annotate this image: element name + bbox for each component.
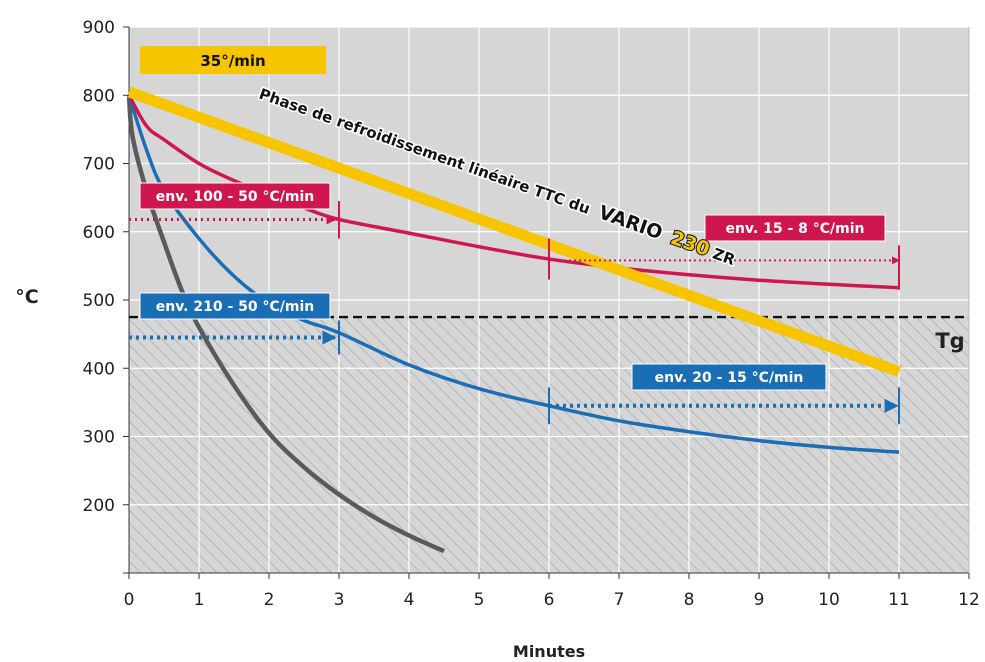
y-tick-label: 400 [83, 359, 115, 379]
x-tick-label: 3 [334, 590, 345, 610]
y-tick-label: 900 [83, 18, 115, 38]
label-red-slow: env. 15 - 8 °C/min [704, 214, 886, 242]
y-axis-title: °C [15, 286, 38, 308]
x-tick-label: 4 [404, 590, 415, 610]
series-blue-line [127, 94, 900, 454]
label-blue-slow: env. 20 - 15 °C/min [631, 363, 827, 391]
label-blue-fast: env. 210 - 50 °C/min [139, 292, 331, 320]
svg-text:env. 15 - 8 °C/min: env. 15 - 8 °C/min [725, 221, 864, 237]
series-layer [126, 86, 901, 554]
x-tick-label: 6 [544, 590, 555, 610]
x-tick-label: 5 [474, 590, 485, 610]
y-tick-label: 300 [83, 428, 115, 448]
rate-markers [129, 201, 900, 425]
svg-text:env. 210 - 50 °C/min: env. 210 - 50 °C/min [156, 299, 315, 315]
x-tick-label: 0 [124, 590, 135, 610]
x-tick-label: 10 [818, 590, 840, 610]
x-tick-label: 11 [888, 590, 910, 610]
series-yellow-line [127, 86, 901, 377]
x-tick-label: 2 [264, 590, 275, 610]
svg-text:env. 100 - 50 °C/min: env. 100 - 50 °C/min [156, 189, 315, 205]
y-tick-label: 500 [83, 291, 115, 311]
y-tick-label: 600 [83, 223, 115, 243]
y-tick-label: 700 [83, 155, 115, 175]
x-tick-label: 12 [958, 590, 980, 610]
x-tick-label: 9 [754, 590, 765, 610]
x-tick-label: 1 [194, 590, 205, 610]
y-tick-label: 800 [83, 86, 115, 106]
tg-label: Tg [935, 329, 964, 353]
svg-text:35°/min: 35°/min [200, 52, 265, 70]
x-tick-label: 7 [614, 590, 625, 610]
label-35-per-min: 35°/min [140, 46, 326, 74]
x-tick-label: 8 [684, 590, 695, 610]
series-red-line [127, 94, 900, 290]
x-axis-title: Minutes [513, 642, 585, 661]
svg-text:env. 20 - 15 °C/min: env. 20 - 15 °C/min [655, 370, 804, 386]
label-red-fast: env. 100 - 50 °C/min [139, 182, 331, 210]
y-tick-label: 200 [83, 496, 115, 516]
